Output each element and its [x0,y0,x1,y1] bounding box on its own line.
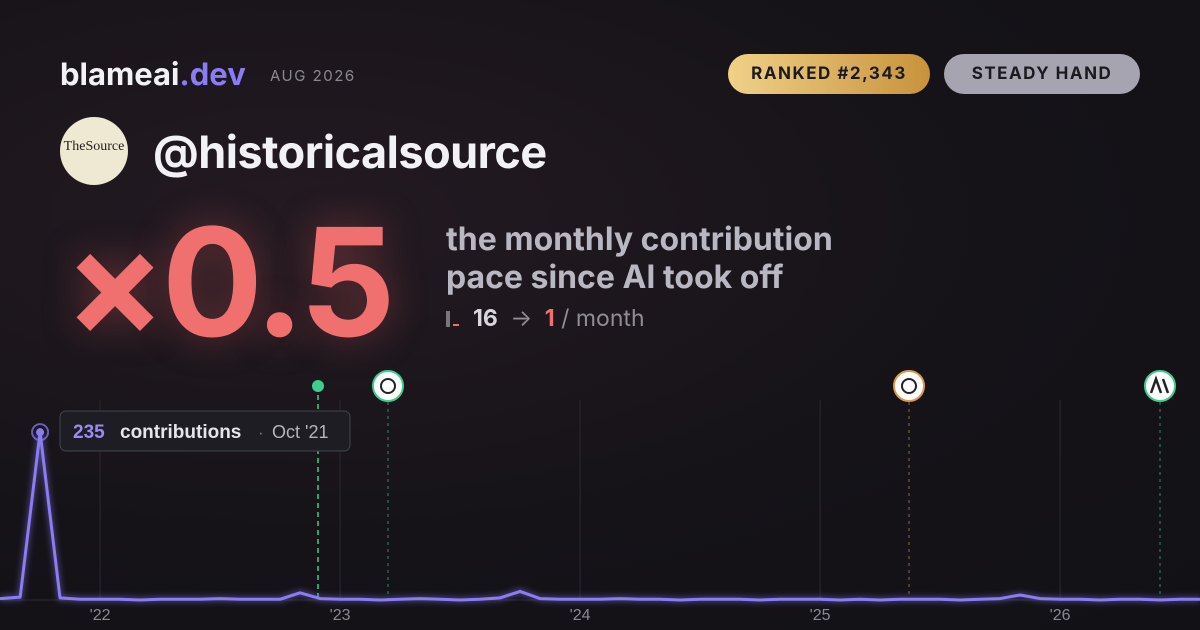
event-icon [372,370,404,402]
avatar: TheSource [60,117,128,185]
brand: blameai.dev [60,56,246,93]
event-icon [1144,370,1176,402]
arrow: → [510,304,533,332]
peak-marker-ring [31,423,50,442]
tooltip: 235 contributions · Oct '21 [59,410,351,452]
line-glow [0,431,1200,604]
event-icon [380,378,396,394]
peak-marker [36,428,45,437]
rank-badge: RANKED #2,343 [728,54,930,94]
x-tick-label: '22 [90,607,111,624]
before-value: 16 [473,304,498,332]
avatar-text: TheSource [63,139,125,154]
description: the monthly contribution pace since AI t… [446,220,833,296]
date: AUG 2026 [270,66,356,85]
bar-icon [446,311,450,327]
line [0,430,1200,602]
bar-icon [453,324,459,326]
handle: @historicalsource [153,124,547,179]
event-icon [901,378,917,394]
tooltip-value: 235 [73,422,105,443]
pace: 16 → 1 / month [446,304,645,332]
x-tick-label: '25 [810,607,831,624]
style-badge: STEADY HAND [944,54,1140,94]
tooltip-date: Oct '21 [272,422,328,442]
description-line: pace since AI took off [446,257,784,296]
event-icon [893,370,925,402]
tooltip-box [59,410,351,452]
multiplier: ×0.5 [64,192,396,373]
unit: / month [561,304,645,332]
description-line: the monthly contribution [446,219,833,258]
tooltip-separator: · [258,423,264,442]
x-tick-label: '24 [570,607,591,624]
event-icon [1149,375,1170,394]
brand-tld: .dev [179,56,246,93]
event-dot [312,380,324,392]
plot: '22 '23 '24 '25 '26 [0,400,1200,624]
x-tick-label: '23 [330,607,351,624]
x-tick-label: '26 [1050,607,1071,624]
brand-name: blameai [60,56,180,93]
tooltip-label: contributions [120,422,241,443]
after-value: 1 [544,304,555,332]
